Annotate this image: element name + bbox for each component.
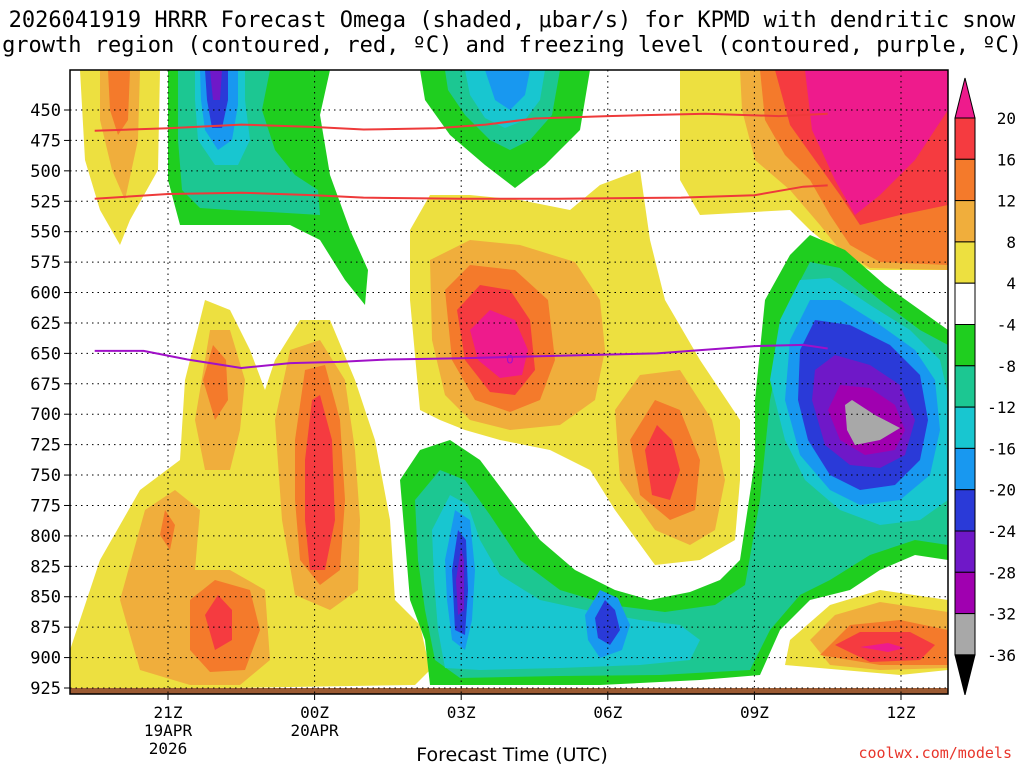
colorbar-label: -8 <box>997 357 1016 376</box>
x-tick-label: 09Z <box>740 703 769 722</box>
y-tick-label: 800 <box>30 527 61 547</box>
y-tick-label: 775 <box>30 496 61 516</box>
omega-band-negative-24 <box>456 548 464 615</box>
y-tick-label: 525 <box>30 192 61 212</box>
x-tick-label: 00Z <box>300 703 329 722</box>
x-axis-label: Forecast Time (UTC) <box>416 744 608 766</box>
omega-band-negative-12 <box>432 495 700 670</box>
colorbar-bin <box>954 489 976 532</box>
y-tick-label: 650 <box>30 344 61 364</box>
y-tick-label: 625 <box>30 314 61 334</box>
terrain-surface <box>70 688 948 694</box>
y-tick-label: 575 <box>30 253 61 273</box>
y-tick-label: 825 <box>30 557 61 577</box>
colorbar-bin <box>954 571 976 615</box>
y-tick-label: 875 <box>30 618 61 638</box>
colorbar-label: 16 <box>997 150 1016 169</box>
omega-band-positive-20 <box>470 310 528 378</box>
site-credit[interactable]: coolwx.com/models <box>858 744 1012 762</box>
omega-band-negative-24 <box>210 70 222 100</box>
chart-title-line-1: 2026041919 HRRR Forecast Omega (shaded, … <box>8 8 1016 33</box>
colorbar-label: -4 <box>997 316 1016 335</box>
y-tick-label: 725 <box>30 436 61 456</box>
colorbar-bin <box>954 324 976 367</box>
colorbar-label: -16 <box>987 439 1016 458</box>
y-tick-label: 550 <box>30 223 61 243</box>
colorbar-bin <box>954 365 976 408</box>
omega-band-negative-32 <box>845 400 900 445</box>
y-axis: 450 475 500 525 550 575 600 625 650 675 700 725 750 7… <box>30 101 70 699</box>
y-tick-label: 675 <box>30 375 61 395</box>
omega-band-positive-12 <box>160 510 175 550</box>
freezing-level-contour <box>94 343 828 370</box>
colorbar-bin <box>954 613 976 656</box>
x-tick-sublabel: 19APR <box>144 721 193 740</box>
colorbar-label: 20 <box>997 109 1016 128</box>
omega-band-positive-16 <box>645 425 680 500</box>
y-tick-label: 600 <box>30 284 61 304</box>
omega-band-negative-20 <box>595 600 620 645</box>
colorbar-label: 8 <box>1006 233 1016 252</box>
omega-band-positive-20 <box>805 70 948 215</box>
colorbar-cap-top <box>954 77 976 119</box>
y-tick-label: 475 <box>30 131 61 151</box>
colorbar-label: -36 <box>987 646 1016 665</box>
colorbar: 20 16 12 8 4 -4 -8 -12 -16 -20 -24 -28 -32 -36 <box>954 77 1016 696</box>
colorbar-label: -28 <box>987 563 1016 582</box>
dgz-lower-contour <box>94 184 828 200</box>
x-tick-label: 06Z <box>593 703 622 722</box>
colorbar-label: 12 <box>997 192 1016 211</box>
x-tick-label: 03Z <box>447 703 476 722</box>
x-tick-label: 12Z <box>887 703 916 722</box>
omega-band-positive-12 <box>108 70 130 135</box>
colorbar-label: 4 <box>1006 274 1016 293</box>
y-tick-label: 450 <box>30 101 61 121</box>
colorbar-bin <box>954 200 976 243</box>
y-tick-label: 750 <box>30 466 61 486</box>
x-tick-sublabel: 20APR <box>291 721 340 740</box>
colorbar-label: -32 <box>987 605 1016 624</box>
plot-frame <box>69 69 949 695</box>
colorbar-bin <box>954 447 976 491</box>
x-tick-label: 21Z <box>154 703 183 722</box>
x-tick-sublabel: 2026 <box>149 739 188 758</box>
plot-area: 0 <box>69 69 949 695</box>
omega-band-positive-16 <box>205 595 232 650</box>
y-tick-label: 925 <box>30 679 61 699</box>
colorbar-label: -24 <box>987 522 1016 541</box>
colorbar-label: -20 <box>987 481 1016 500</box>
omega-band-positive-16 <box>305 395 335 570</box>
omega-band-positive-20 <box>860 643 905 652</box>
freezing-level-label: 0 <box>506 352 514 366</box>
grid-lines <box>70 70 948 694</box>
colorbar-bin <box>954 117 976 160</box>
dgz-upper-contour <box>94 112 828 132</box>
colorbar-label: -12 <box>987 398 1016 417</box>
contour-lines: 0 <box>94 112 828 370</box>
colorbar-bin <box>954 282 976 326</box>
y-tick-label: 700 <box>30 405 61 425</box>
y-tick-label: 900 <box>30 649 61 669</box>
colorbar-bin <box>954 406 976 449</box>
y-tick-label: 850 <box>30 588 61 608</box>
colorbar-bin <box>954 530 976 573</box>
y-tick-label: 500 <box>30 162 61 182</box>
chart-title-line-2: growth region (contoured, red, ºC) and f… <box>2 33 1022 58</box>
colorbar-bin <box>954 241 976 284</box>
omega-band-negative-16 <box>485 70 530 110</box>
colorbar-bin <box>954 158 976 202</box>
colorbar-cap-bottom <box>954 654 976 696</box>
omega-shading <box>70 70 948 694</box>
